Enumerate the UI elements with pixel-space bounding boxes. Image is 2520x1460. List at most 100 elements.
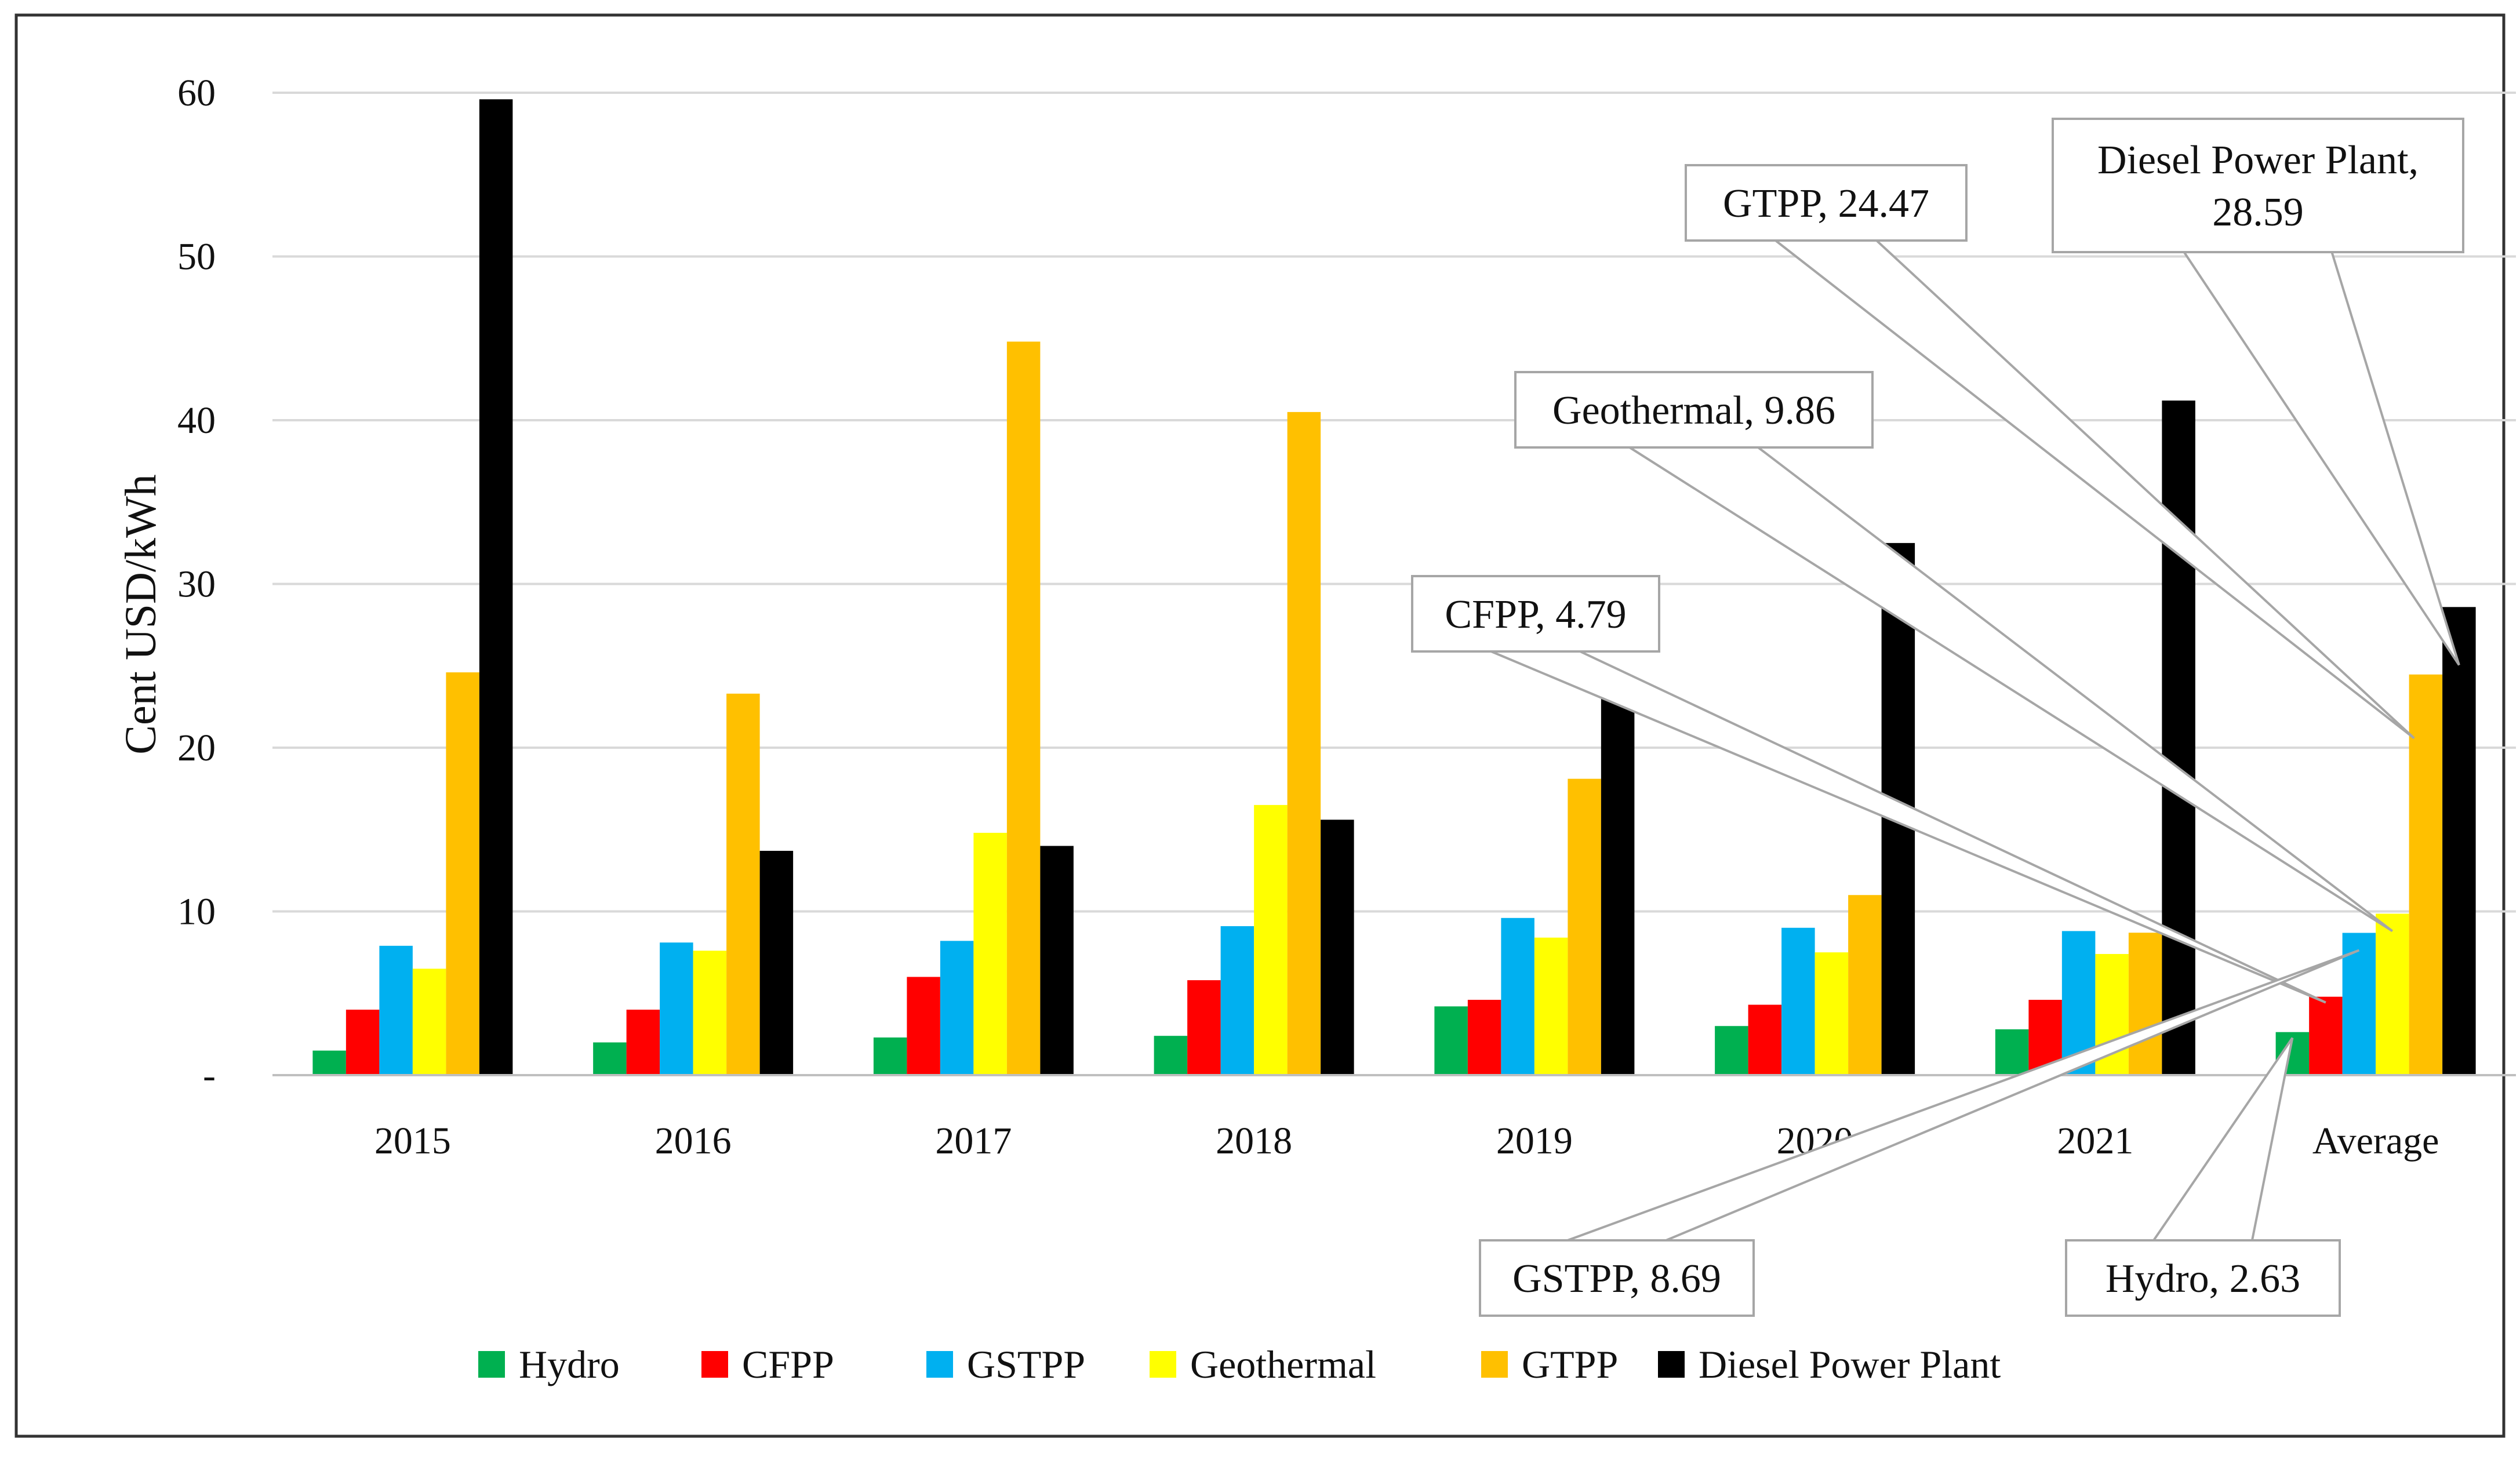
legend-label: Geothermal <box>1190 1342 1376 1386</box>
bar-cfpp <box>907 977 940 1075</box>
bar-hydro <box>1995 1029 2029 1075</box>
bar-cfpp <box>2309 996 2343 1075</box>
x-tick-label: 2018 <box>1216 1120 1292 1162</box>
data-callouts: Hydro, 2.63 CFPP, 4.79 GSTPP, 8.69 Geotherm… <box>1411 118 2464 1317</box>
bar-diesel-power-plant <box>759 850 794 1075</box>
legend-label: Hydro <box>519 1342 620 1386</box>
bar-hydro <box>873 1037 907 1075</box>
y-tick-label: 10 <box>177 891 216 933</box>
bar-cfpp <box>346 1010 380 1075</box>
bar-geothermal <box>2376 913 2409 1075</box>
bar-gstpp <box>1501 917 1534 1075</box>
x-tick-label: 2016 <box>655 1120 732 1162</box>
x-tick-label: Average <box>2312 1120 2439 1162</box>
x-axis-ticks: 2015 2016 2017 2018 2019 2020 2021 Average <box>374 1120 2439 1162</box>
bar-diesel-power-plant <box>1321 820 1354 1075</box>
y-axis-ticks: - 10 20 30 40 50 60 <box>177 72 216 1097</box>
bar-diesel-power-plant <box>2162 401 2195 1075</box>
callout-box <box>1479 1239 1755 1317</box>
y-tick-label: - <box>203 1054 216 1097</box>
bar-gtpp <box>446 672 479 1075</box>
bar-gtpp <box>1848 895 1882 1075</box>
callout-label: GSTPP, 8.69 <box>1512 1257 1721 1301</box>
callout-box <box>2052 118 2464 253</box>
bar-gstpp <box>940 941 974 1075</box>
bar-diesel-power-plant <box>1601 693 1635 1075</box>
bar-hydro <box>1715 1026 1748 1075</box>
bar-gtpp <box>2128 933 2162 1075</box>
bar-gstpp <box>379 945 413 1075</box>
y-tick-label: 40 <box>177 399 216 442</box>
legend-item: CFPP <box>701 1342 834 1386</box>
bar-geothermal <box>1814 952 1849 1075</box>
callout-hydro: Hydro, 2.63 <box>2065 1037 2341 1317</box>
bar-hydro <box>593 1042 627 1075</box>
legend-item: Geothermal <box>1150 1342 1376 1386</box>
legend-swatch <box>1150 1351 1176 1378</box>
legend-swatch <box>701 1351 728 1378</box>
bar-gtpp <box>1006 341 1041 1075</box>
legend-item: GSTPP <box>926 1342 1085 1386</box>
bar-gtpp <box>2409 674 2443 1075</box>
bar-geothermal <box>412 969 446 1075</box>
callout-box <box>2065 1239 2341 1317</box>
bar-cfpp <box>1467 1000 1501 1075</box>
bar-geothermal <box>693 951 727 1075</box>
callout-diesel: Diesel Power Plant, 28.59 <box>2052 118 2464 666</box>
legend-swatch <box>1658 1351 1685 1378</box>
callout-box <box>1411 575 1660 653</box>
callout-gtpp: GTPP, 24.47 <box>1685 164 2415 740</box>
bar-cfpp <box>1748 1004 1782 1075</box>
callout-label: CFPP, 4.79 <box>1445 592 1626 637</box>
bar-cfpp <box>626 1010 660 1075</box>
bar-gtpp <box>726 693 760 1075</box>
legend-swatch <box>1481 1351 1508 1378</box>
bar-geothermal <box>973 832 1007 1075</box>
y-tick-label: 50 <box>177 236 216 278</box>
legend-label: CFPP <box>742 1342 834 1386</box>
legend-label: GSTPP <box>967 1342 1085 1386</box>
bar-gstpp <box>660 942 693 1075</box>
legend-swatch <box>926 1351 953 1378</box>
bar-gstpp <box>1781 927 1815 1075</box>
callout-label: Geothermal, 9.86 <box>1552 388 1835 433</box>
callout-label: Diesel Power Plant, <box>2097 138 2419 183</box>
legend-label: GTPP <box>1522 1342 1618 1386</box>
bar-geothermal <box>1254 804 1288 1075</box>
callout-cfpp: CFPP, 4.79 <box>1411 575 2326 1004</box>
bar-gtpp <box>1568 778 1601 1075</box>
callout-gstpp: GSTPP, 8.69 <box>1479 949 2360 1317</box>
x-tick-label: 2015 <box>374 1120 451 1162</box>
x-tick-label: 2021 <box>2057 1120 2133 1162</box>
bar-gstpp <box>2342 933 2376 1075</box>
callout-geo: Geothermal, 9.86 <box>1514 371 2394 933</box>
bar-diesel-power-plant <box>479 99 513 1075</box>
bar-diesel-power-plant <box>2442 607 2476 1075</box>
bar-hydro <box>312 1050 346 1075</box>
legend-label: Diesel Power Plant <box>1699 1342 2001 1386</box>
bar-geothermal <box>1534 937 1568 1075</box>
callout-box <box>1514 371 1874 449</box>
legend-item: Diesel Power Plant <box>1658 1342 2001 1386</box>
legend-item: GTPP <box>1481 1342 1618 1386</box>
callout-label: GTPP, 24.47 <box>1723 181 1929 226</box>
y-tick-label: 20 <box>177 727 216 769</box>
bar-cfpp <box>1187 980 1221 1075</box>
legend-swatch <box>478 1351 505 1378</box>
y-axis-title: Cent USD/kWh <box>117 474 165 754</box>
bar-hydro <box>1434 1006 1468 1075</box>
bar-gstpp <box>1220 926 1254 1075</box>
bar-gtpp <box>1287 412 1321 1075</box>
bars <box>312 99 2476 1075</box>
bar-hydro <box>1154 1036 1188 1075</box>
legend: Hydro CFPP GSTPP Geothermal GTPP Diesel Power… <box>478 1342 2001 1386</box>
y-tick-label: 60 <box>177 72 216 114</box>
x-tick-label: 2017 <box>935 1120 1012 1162</box>
callout-label: Hydro, 2.63 <box>2106 1257 2300 1301</box>
y-tick-label: 30 <box>177 563 216 606</box>
x-tick-label: 2019 <box>1496 1120 1573 1162</box>
callout-box <box>1685 164 1968 242</box>
legend-item: Hydro <box>478 1342 620 1386</box>
